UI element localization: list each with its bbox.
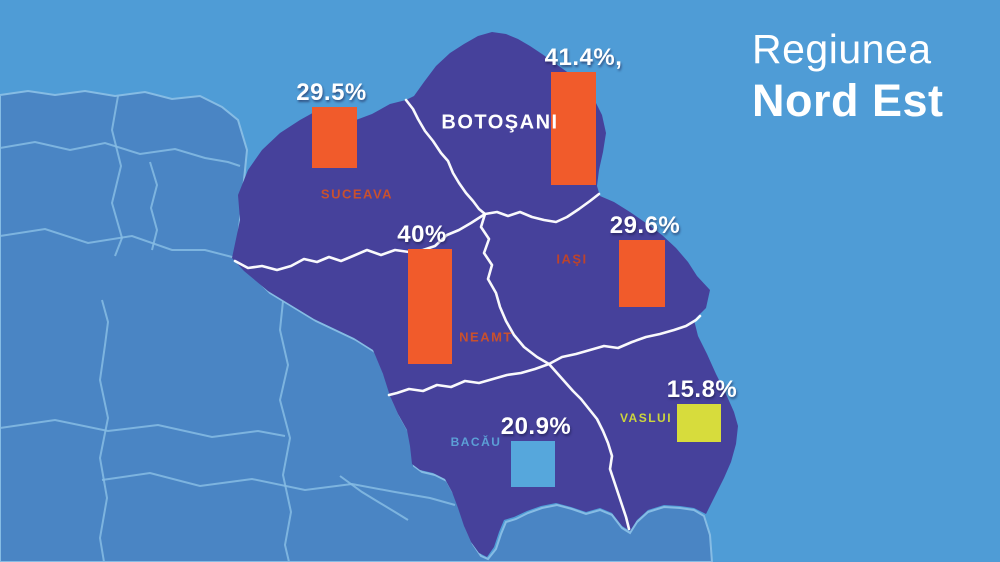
iasi-bar xyxy=(619,240,665,307)
region-title: Regiunea Nord Est xyxy=(752,24,944,129)
bacau-name-label: BACĂU xyxy=(450,435,502,449)
iasi-name-label: IAŞI xyxy=(556,251,588,267)
vaslui-bar xyxy=(677,404,721,442)
bacau-value-label: 20.9% xyxy=(500,413,572,440)
region-county-borders xyxy=(233,98,702,531)
nord-est-region xyxy=(232,32,738,557)
title-line2: Nord Est xyxy=(752,75,944,127)
neamt-name-label: NEAMT xyxy=(459,329,513,345)
bacau-bar xyxy=(511,441,555,487)
border-iasi-vaslui xyxy=(547,314,702,366)
suceava-name-label: SUCEAVA xyxy=(320,186,394,202)
neamt-bar xyxy=(408,249,452,364)
border-bacau-vaslui xyxy=(547,362,631,531)
border-botosani-iasi xyxy=(483,192,601,224)
vaslui-name-label: VASLUI xyxy=(619,411,673,425)
title-line1: Regiunea xyxy=(752,26,932,72)
border-neamt-bacau xyxy=(387,362,551,397)
suceava-value-label: 29.5% xyxy=(296,79,367,106)
iasi-value-label: 29.6% xyxy=(609,212,681,239)
botosani-name-label: BOTOŞANI xyxy=(441,111,559,134)
neamt-value-label: 40% xyxy=(397,221,447,248)
suceava-bar xyxy=(312,107,357,168)
background-county-borders xyxy=(0,95,456,562)
botosani-value-label: 41.4%, xyxy=(544,44,623,71)
border-suceava-botosani xyxy=(404,98,487,216)
border-suceava-neamt xyxy=(233,212,487,272)
vaslui-value-label: 15.8% xyxy=(666,376,738,403)
border-neamt-iasi xyxy=(479,212,551,366)
botosani-bar xyxy=(551,72,596,185)
